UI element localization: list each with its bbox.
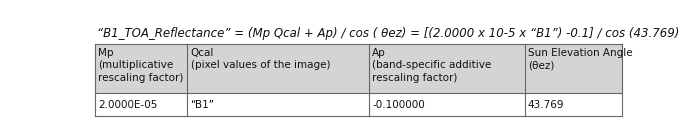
Text: -0.100000: -0.100000: [372, 99, 425, 109]
Text: “B1_TOA_Reflectance” = (Mp Qcal + Ap) / cos ( θez) = [(2.0000 x 10-5 x “B1”) -0.: “B1_TOA_Reflectance” = (Mp Qcal + Ap) / …: [97, 27, 679, 40]
Text: Mp
(multiplicative
rescaling factor): Mp (multiplicative rescaling factor): [98, 47, 183, 83]
Bar: [370, 93, 525, 116]
Text: Ap
(band-specific additive
rescaling factor): Ap (band-specific additive rescaling fac…: [372, 47, 491, 83]
Text: 43.769: 43.769: [528, 99, 564, 109]
Bar: [525, 44, 622, 93]
Bar: [95, 93, 188, 116]
Bar: [370, 44, 525, 93]
Bar: [188, 93, 370, 116]
Text: Qcal
(pixel values of the image): Qcal (pixel values of the image): [190, 47, 330, 70]
Text: 2.0000E-05: 2.0000E-05: [98, 99, 158, 109]
Bar: [525, 93, 622, 116]
Text: “B1”: “B1”: [190, 99, 215, 109]
Text: Sun Elevation Angle
(θez): Sun Elevation Angle (θez): [528, 47, 633, 70]
Bar: [188, 44, 370, 93]
Bar: [95, 44, 188, 93]
